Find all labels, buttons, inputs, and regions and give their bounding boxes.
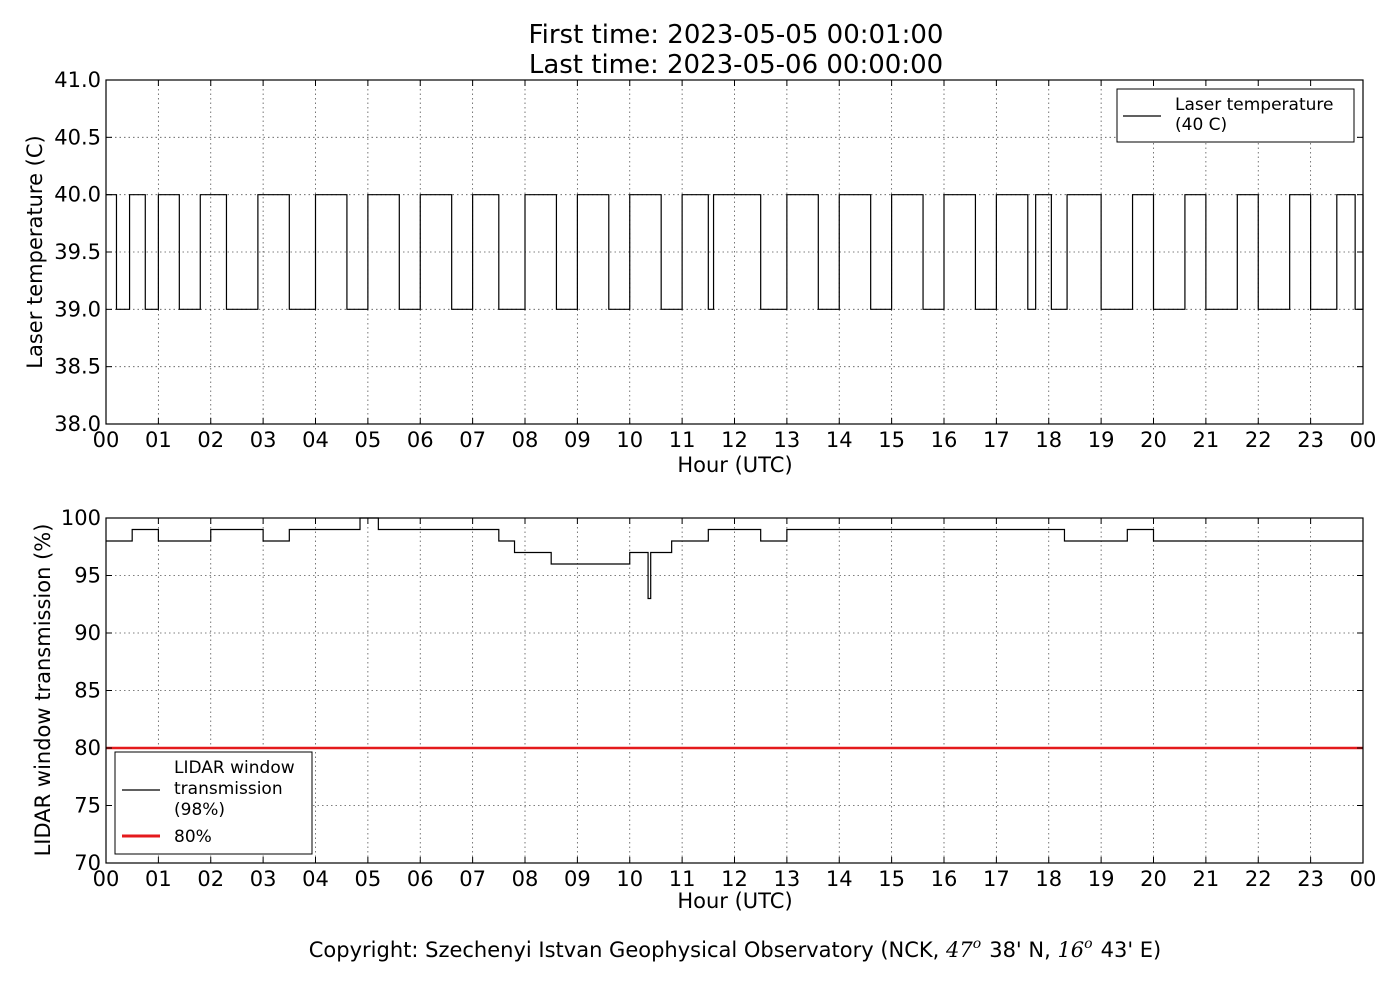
laser-temperature-x-tick-label: 08: [512, 428, 539, 452]
laser-temperature-legend-label-1: Laser temperature: [1175, 95, 1333, 115]
laser-temperature-y-tick-label: 39.0: [54, 297, 101, 321]
copyright-prefix: Copyright: Szechenyi Istvan Geophysical …: [309, 938, 946, 962]
laser-temperature-x-tick-label: 05: [355, 428, 382, 452]
laser-temperature-x-tick-label: 12: [721, 428, 748, 452]
laser-temperature-series-0-line: [106, 194, 1364, 310]
laser-temperature-x-tick-label: 14: [826, 428, 853, 452]
lidar-transmission-ylabel: LIDAR window transmission (%): [31, 524, 55, 857]
latitude-minutes: 38' N,: [989, 938, 1057, 962]
lidar-transmission-x-tick-label: 10: [616, 867, 643, 891]
lidar-transmission-legend-label-2: transmission: [174, 779, 283, 799]
longitude-minutes: 43' E): [1101, 938, 1162, 962]
laser-temperature-y-tick-label: 38.5: [54, 355, 101, 379]
lidar-transmission-x-tick-label: 15: [878, 867, 905, 891]
laser-temperature-y-tick-label: 40.5: [54, 125, 101, 149]
lidar-transmission-x-tick-label: 23: [1297, 867, 1324, 891]
lidar-transmission-x-tick-label: 08: [512, 867, 539, 891]
lidar-transmission-x-tick-label: 01: [145, 867, 172, 891]
laser-temperature-x-tick-label: 19: [1088, 428, 1115, 452]
laser-temperature-ticks: 00 01 02 03 04 05 06 07 08 09 10 11 12 13 14 15 16 17 18 19…: [54, 68, 1376, 452]
lidar-transmission-x-tick-label: 04: [302, 867, 329, 891]
laser-temperature-x-tick-label: 23: [1297, 428, 1324, 452]
lidar-transmission-x-tick-label: 18: [1035, 867, 1062, 891]
laser-temperature-legend: Laser temperature (40 C): [1116, 88, 1355, 143]
laser-temperature-panel: 00 01 02 03 04 05 06 07 08 09 10 11 12 13 14 15 16 17 18 19…: [23, 68, 1376, 477]
laser-temperature-x-tick-label: 00: [1350, 428, 1377, 452]
lidar-transmission-legend-label-1: LIDAR window: [174, 758, 295, 778]
laser-temperature-y-tick-label: 40.0: [54, 183, 101, 207]
laser-temperature-x-tick-label: 18: [1035, 428, 1062, 452]
laser-temperature-x-tick-label: 22: [1245, 428, 1272, 452]
laser-temperature-y-tick-label: 38.0: [54, 412, 101, 436]
laser-temperature-x-tick-label: 10: [616, 428, 643, 452]
title-line-1: First time: 2023-05-05 00:01:00: [529, 20, 944, 50]
laser-temperature-x-tick-label: 11: [669, 428, 696, 452]
lidar-transmission-x-tick-label: 00: [1350, 867, 1377, 891]
lidar-transmission-x-tick-label: 03: [250, 867, 277, 891]
laser-temperature-x-tick-label: 00: [93, 428, 120, 452]
lidar-transmission-y-tick-label: 100: [61, 506, 101, 530]
longitude-degrees: 16: [1057, 938, 1084, 962]
lidar-transmission-series: [106, 517, 1363, 750]
lidar-transmission-series-0-line: [106, 517, 1363, 600]
laser-temperature-x-tick-label: 04: [302, 428, 329, 452]
copyright-text: Copyright: Szechenyi Istvan Geophysical …: [309, 936, 1162, 962]
laser-temperature-x-tick-label: 09: [564, 428, 591, 452]
lidar-transmission-legend-label-3: (98%): [174, 800, 225, 820]
lidar-transmission-x-tick-label: 13: [774, 867, 801, 891]
lidar-transmission-x-tick-label: 19: [1088, 867, 1115, 891]
lidar-transmission-x-tick-label: 22: [1245, 867, 1272, 891]
laser-temperature-x-tick-label: 17: [983, 428, 1010, 452]
lidar-transmission-x-tick-label: 14: [826, 867, 853, 891]
laser-temperature-xlabel: Hour (UTC): [677, 453, 792, 477]
laser-temperature-x-tick-label: 20: [1140, 428, 1167, 452]
lidar-transmission-y-tick-label: 70: [74, 851, 101, 875]
laser-temperature-x-tick-label: 15: [878, 428, 905, 452]
lidar-transmission-panel: 00 01 02 03 04 05 06 07 08 09 10 11 12 13 14 15 16 17 18 19…: [31, 506, 1376, 913]
lidar-transmission-x-tick-label: 09: [564, 867, 591, 891]
lidar-transmission-y-tick-label: 90: [74, 621, 101, 645]
latitude-degrees: 47: [945, 938, 973, 962]
title-line-2: Last time: 2023-05-06 00:00:00: [529, 50, 943, 80]
lidar-transmission-x-tick-label: 07: [459, 867, 486, 891]
laser-temperature-x-tick-label: 03: [250, 428, 277, 452]
lidar-transmission-x-tick-label: 06: [407, 867, 434, 891]
laser-temperature-x-tick-label: 02: [197, 428, 224, 452]
lidar-transmission-grid: [106, 518, 1363, 863]
laser-temperature-x-tick-label: 16: [931, 428, 958, 452]
lidar-transmission-x-tick-label: 20: [1140, 867, 1167, 891]
laser-temperature-x-tick-label: 01: [145, 428, 172, 452]
lidar-transmission-y-tick-label: 85: [74, 679, 101, 703]
laser-temperature-legend-label-2: (40 C): [1175, 115, 1227, 135]
lidar-transmission-x-tick-label: 11: [669, 867, 696, 891]
lidar-transmission-xlabel: Hour (UTC): [677, 889, 792, 913]
longitude-degree-sign: o: [1084, 936, 1092, 952]
lidar-transmission-legend: LIDAR window transmission (98%) 80%: [114, 751, 313, 855]
lidar-transmission-x-tick-label: 21: [1193, 867, 1220, 891]
lidar-transmission-ticks: 00 01 02 03 04 05 06 07 08 09 10 11 12 13 14 15 16 17 18 19…: [61, 506, 1376, 891]
laser-temperature-y-tick-label: 39.5: [54, 240, 101, 264]
laser-temperature-ylabel: Laser temperature (C): [23, 135, 47, 368]
laser-temperature-y-tick-label: 41.0: [54, 68, 101, 92]
lidar-transmission-x-tick-label: 16: [931, 867, 958, 891]
lidar-transmission-x-tick-label: 00: [93, 867, 120, 891]
lidar-transmission-x-tick-label: 12: [721, 867, 748, 891]
laser-temperature-series: [106, 194, 1364, 310]
laser-temperature-x-tick-label: 21: [1193, 428, 1220, 452]
laser-temperature-x-tick-label: 13: [774, 428, 801, 452]
lidar-transmission-x-tick-label: 05: [355, 867, 382, 891]
laser-temperature-x-tick-label: 07: [459, 428, 486, 452]
laser-temperature-x-tick-label: 06: [407, 428, 434, 452]
lidar-transmission-x-tick-label: 17: [983, 867, 1010, 891]
lidar-transmission-y-tick-label: 75: [74, 794, 101, 818]
lidar-transmission-y-tick-label: 80: [74, 736, 101, 760]
lidar-transmission-x-tick-label: 02: [197, 867, 224, 891]
lidar-transmission-y-tick-label: 95: [74, 564, 101, 588]
latitude-degree-sign: o: [973, 936, 981, 952]
threshold-legend-label: 80%: [174, 827, 212, 847]
